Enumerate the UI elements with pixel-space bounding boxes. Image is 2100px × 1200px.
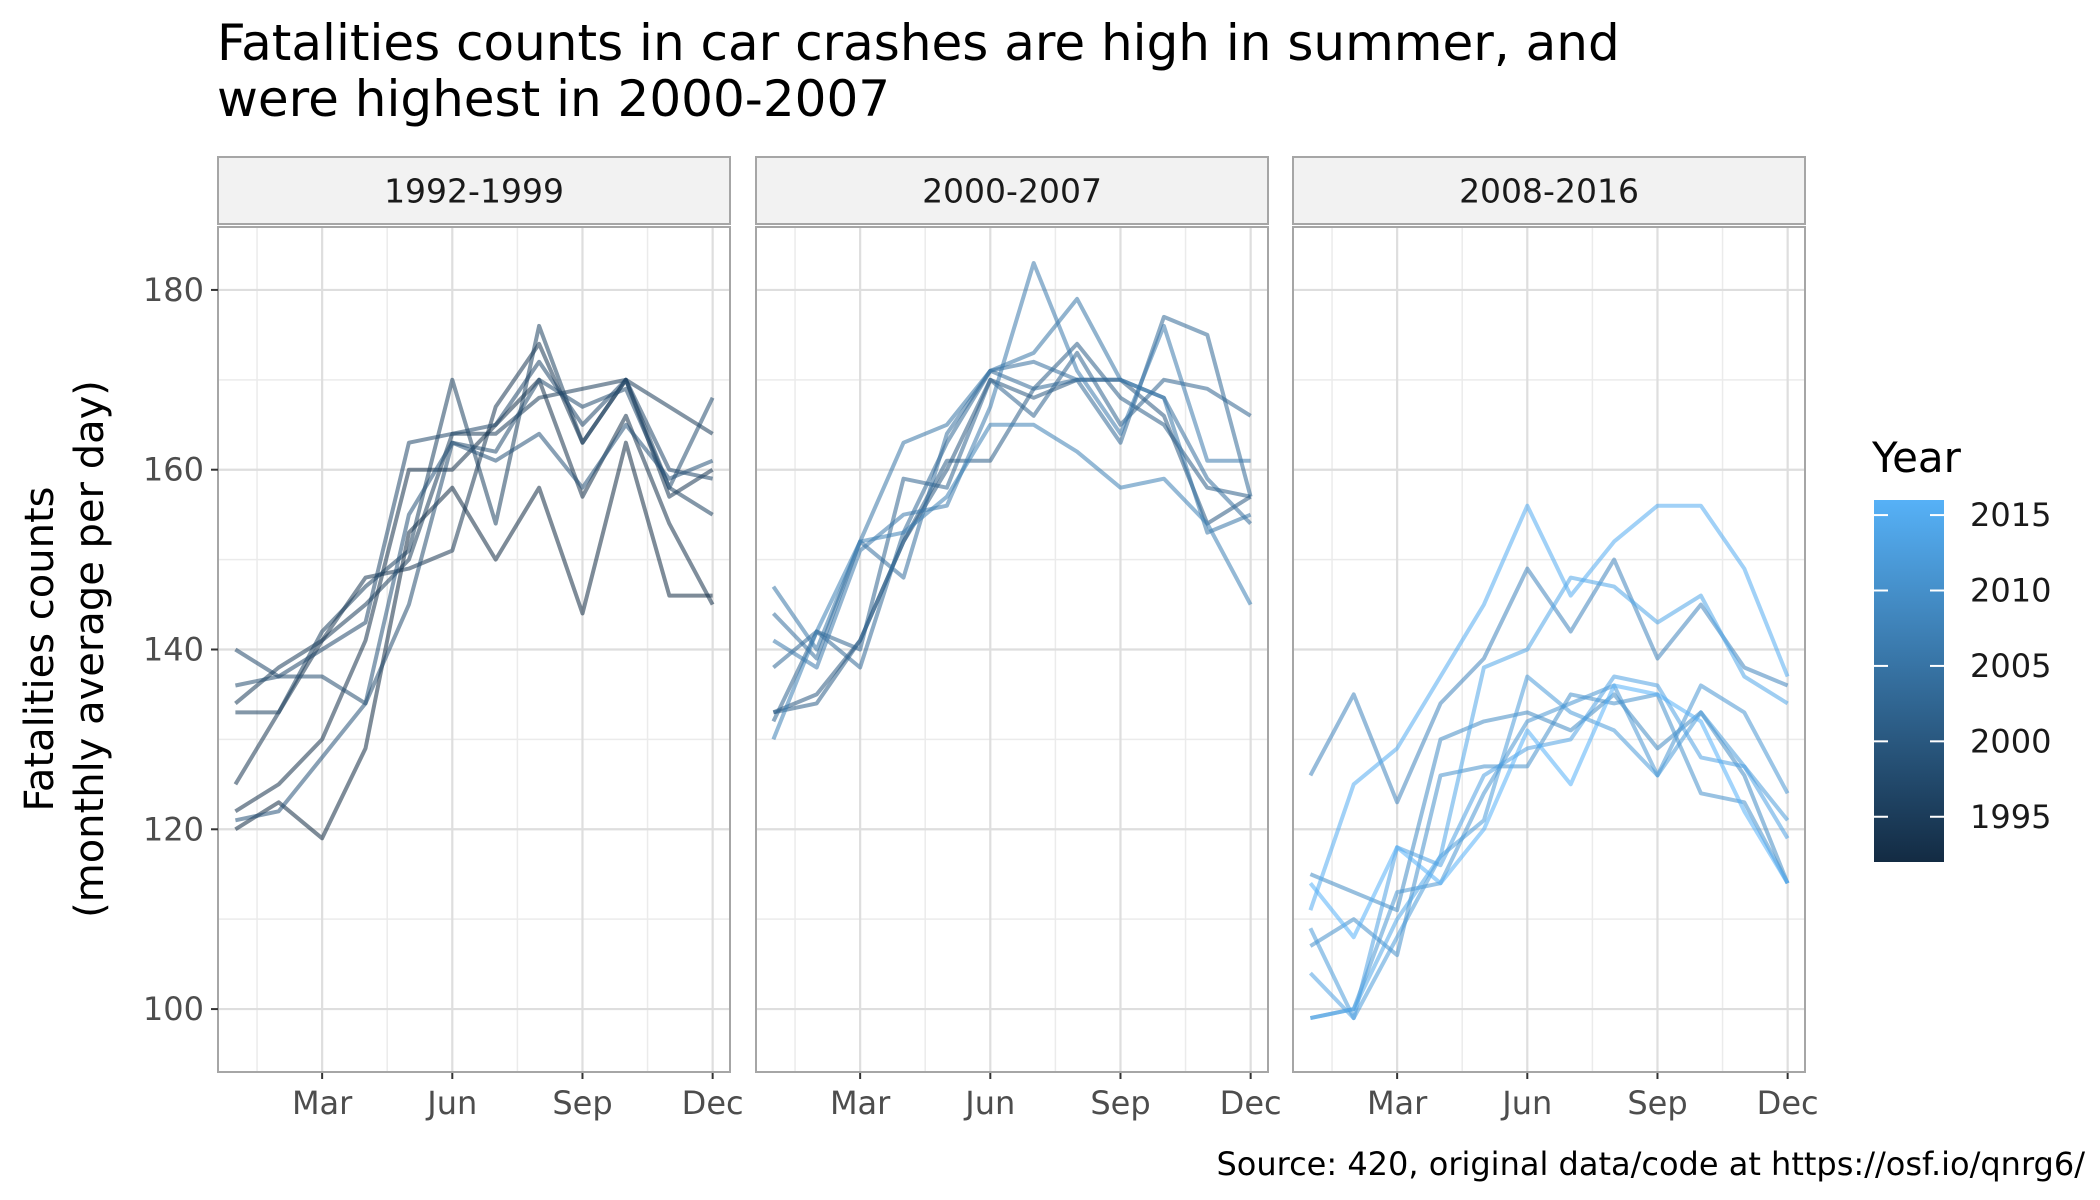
legend-tick-label: 1995 xyxy=(1970,798,2051,836)
facet-panels: 1992-1999 Mar Jun Sep Dec 100 120 140 160 180 2000… xyxy=(143,156,1819,1122)
legend-colorbar xyxy=(1874,500,1944,862)
y-axis-title-text: Fatalities counts (monthly average per da… xyxy=(17,380,113,918)
facet-strip-label: 1992-1999 xyxy=(384,172,564,211)
facet-strip-label: 2000-2007 xyxy=(922,172,1102,211)
y-tick-label: 100 xyxy=(143,990,204,1028)
x-tick-label: Mar xyxy=(292,1084,353,1122)
chart-title: Fatalities counts in car crashes are hig… xyxy=(217,14,1620,128)
x-tick-label: Sep xyxy=(552,1084,612,1122)
y-tick-label: 140 xyxy=(143,631,204,669)
series-line-1992 xyxy=(234,440,713,841)
panel-border xyxy=(755,226,1269,1073)
series-line-2014 xyxy=(1309,575,1789,1021)
legend-tick-label: 2000 xyxy=(1970,722,2051,760)
legend: Year 1995 2000 2005 2010 2015 xyxy=(1871,433,2051,862)
x-tick-label: Mar xyxy=(830,1084,891,1122)
legend-tick-label: 2005 xyxy=(1970,647,2051,685)
legend-title: Year xyxy=(1871,433,1962,482)
series-line-2006 xyxy=(772,261,1251,670)
series-line-2016 xyxy=(1308,683,1790,940)
x-tick-label: Sep xyxy=(1090,1084,1150,1122)
x-tick-label: Dec xyxy=(1757,1084,1819,1122)
x-tick-label: Dec xyxy=(1220,1084,1282,1122)
chart-title-line: were highest in 2000-2007 xyxy=(217,70,890,128)
x-tick-label: Jun xyxy=(425,1084,477,1122)
caption: Source: 420, original data/code at https… xyxy=(1216,1145,2085,1183)
series-line-2012 xyxy=(1308,674,1790,1021)
y-tick-label: 160 xyxy=(143,451,204,489)
x-tick-label: Dec xyxy=(682,1084,744,1122)
facet-strip-label: 2008-2016 xyxy=(1459,172,1639,211)
series-line-1997 xyxy=(234,359,714,679)
x-tick-label: Jun xyxy=(963,1084,1015,1122)
x-tick-label: Jun xyxy=(1500,1084,1552,1122)
legend-tick-label: 2010 xyxy=(1970,572,2051,610)
y-axis-title-line: Fatalities counts xyxy=(17,487,63,812)
x-tick-label: Mar xyxy=(1367,1084,1428,1122)
series-line-2013 xyxy=(1308,674,1790,1021)
y-axis-title-line: (monthly average per day) xyxy=(67,380,113,918)
series-line-2007 xyxy=(771,422,1253,741)
series-line-1999 xyxy=(234,422,714,823)
series-line-2008 xyxy=(1308,557,1789,805)
series-line-2015 xyxy=(1308,503,1790,911)
facet-strip xyxy=(1292,156,1806,225)
y-tick-label: 180 xyxy=(143,271,204,309)
facet-strip xyxy=(755,156,1269,225)
panel-border xyxy=(1292,226,1806,1073)
facet-panel: 1992-1999 Mar Jun Sep Dec 100 120 140 160 180 xyxy=(143,156,744,1122)
facet-panel: 2008-2016 Mar Jun Sep Dec xyxy=(1292,156,1819,1122)
chart-title-line: Fatalities counts in car crashes are hig… xyxy=(217,14,1620,72)
series-line-1998 xyxy=(234,377,715,706)
facet-strip xyxy=(217,156,731,225)
series-line-2011 xyxy=(1309,683,1790,1021)
y-tick-label: 120 xyxy=(143,810,204,848)
x-tick-label: Sep xyxy=(1627,1084,1687,1122)
series-line-2003 xyxy=(772,314,1253,670)
facet-panel: 2000-2007 Mar Jun Sep Dec xyxy=(755,156,1282,1122)
legend-tick-label: 2015 xyxy=(1970,496,2051,534)
y-axis-title: Fatalities counts (monthly average per da… xyxy=(17,380,113,918)
series-line-2002 xyxy=(771,350,1252,723)
